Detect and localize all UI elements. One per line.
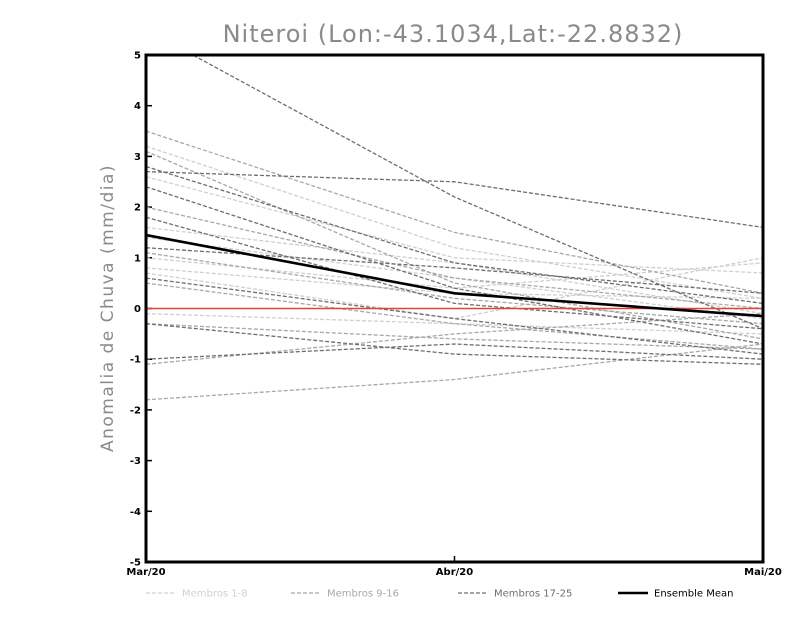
legend-label-1: Membros 1-8 xyxy=(182,589,248,600)
y-tick-label: 5 xyxy=(134,51,141,62)
member-line-group2-6 xyxy=(146,323,763,350)
y-tick-label: 3 xyxy=(134,152,141,163)
member-line-group3-7 xyxy=(146,277,763,355)
plot-frame xyxy=(144,53,765,564)
y-tick-label: -4 xyxy=(130,507,141,518)
x-tick-label: Mai/20 xyxy=(744,567,782,578)
y-axis-label: Anomalia de Chuva (mm/dia) xyxy=(98,164,118,452)
member-line-group2-5 xyxy=(146,282,763,350)
member-line-group3-8 xyxy=(146,323,763,365)
member-line-group1-5 xyxy=(146,257,763,320)
legend-label-4: Ensemble Mean xyxy=(654,589,733,600)
y-tick-label: 2 xyxy=(134,203,141,214)
y-tick-label: 0 xyxy=(134,304,141,315)
member-line-group1-2 xyxy=(146,176,763,274)
y-tick-label: -1 xyxy=(130,355,141,366)
x-axis-ticks: Mar/20 Abr/20 Mai/20 xyxy=(126,556,782,578)
x-tick-label: Mar/20 xyxy=(126,567,165,578)
member-line-group3-4 xyxy=(146,186,763,345)
x-tick-label: Abr/20 xyxy=(436,567,473,578)
member-line-group2-4 xyxy=(146,252,763,325)
member-line-group3-3 xyxy=(146,170,763,229)
member-line-group2-2 xyxy=(146,150,763,340)
chart-title: Niteroi (Lon:-43.1034,Lat:-22.8832) xyxy=(223,20,684,48)
member-line-group2-8 xyxy=(146,343,763,401)
y-tick-label: 4 xyxy=(134,101,141,112)
member-line-group3-2 xyxy=(146,165,763,305)
member-line-group1-6 xyxy=(146,312,763,335)
member-line-group1-1 xyxy=(146,145,763,300)
y-axis-ticks: 5 4 3 2 1 0 -1 -2 -3 -4 -5 xyxy=(130,51,152,569)
legend-label-2: Membros 9-16 xyxy=(327,589,399,600)
member-line-group2-1 xyxy=(146,130,763,294)
member-line-group3-5 xyxy=(146,216,763,330)
legend-label-3: Membros 17-25 xyxy=(494,589,572,600)
y-tick-label: -2 xyxy=(130,405,141,416)
y-tick-label: -3 xyxy=(130,456,141,467)
ensemble-mean-line xyxy=(146,233,763,318)
y-tick-label: 1 xyxy=(134,253,141,264)
member-line-group3-9 xyxy=(146,343,763,360)
member-line-group3-1 xyxy=(191,55,763,330)
member-line-group1-8 xyxy=(146,226,763,315)
member-line-group2-3 xyxy=(146,206,763,310)
series-layer xyxy=(146,55,763,401)
legend: Membros 1-8 Membros 9-16 Membros 17-25 Ense… xyxy=(146,589,733,600)
y-tick-label: -5 xyxy=(130,558,141,569)
member-line-group1-7 xyxy=(146,236,763,320)
